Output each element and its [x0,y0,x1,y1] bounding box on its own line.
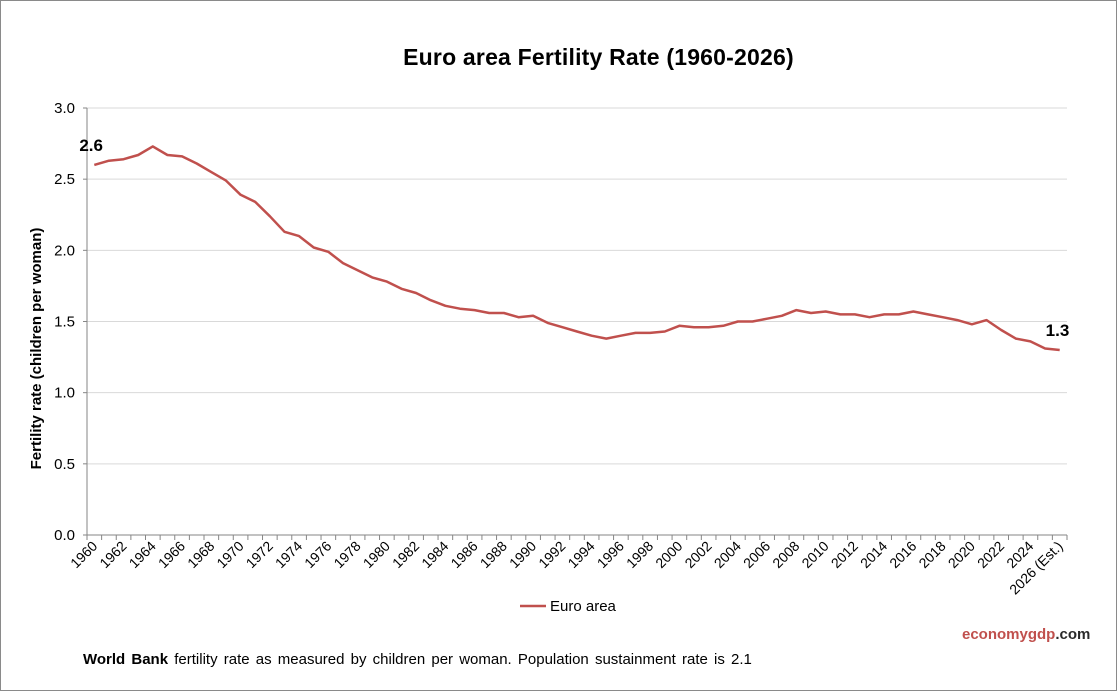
x-tick-label: 1996 [594,538,627,571]
x-tick-label: 1986 [447,538,480,571]
y-tick-label: 0.0 [54,527,75,544]
x-tick-label: 1964 [126,538,159,571]
data-label: 1.3 [1046,321,1070,340]
x-tick-label: 1978 [330,538,363,571]
footer-text: fertility rate as measured by children p… [168,651,752,668]
x-tick-label: 1998 [623,538,656,571]
x-tick-label: 2022 [974,538,1007,571]
x-tick-label: 1972 [243,538,276,571]
x-tick-label: 2008 [769,538,802,571]
x-tick-label: 1980 [360,538,393,571]
x-tick-label: 1988 [477,538,510,571]
x-tick-label: 2006 [740,538,773,571]
x-tick-label: 1976 [301,538,334,571]
y-tick-label: 1.0 [54,385,75,402]
y-tick-label: 2.0 [54,242,75,259]
chart-title: Euro area Fertility Rate (1960-2026) [403,44,794,70]
x-tick-label: 1994 [564,538,597,571]
x-tick-label: 2000 [652,538,685,571]
x-tick-label: 1992 [535,538,568,571]
x-tick-label: 2002 [681,538,714,571]
x-tick-label: 1968 [184,538,217,571]
x-tick-label: 1990 [506,538,539,571]
x-tick-label: 1984 [418,538,451,571]
y-tick-label: 3.0 [54,100,75,117]
x-tick-label: 1974 [272,538,305,571]
y-tick-label: 1.5 [54,314,75,331]
y-tick-label: 0.5 [54,456,75,473]
footer-note: World Bank fertility rate as measured by… [83,651,752,668]
legend-label: Euro area [550,598,617,615]
y-tick-label: 2.5 [54,171,75,188]
x-tick-label: 2004 [711,538,744,571]
x-tick-label: 1982 [389,538,422,571]
series-line-euro-area [93,145,1060,352]
x-tick-label: 1962 [96,538,129,571]
y-axis-label: Fertility rate (children per woman) [28,228,45,470]
x-tick-label: 2014 [857,538,890,571]
x-tick-label: 2010 [798,538,831,571]
x-tick-label: 2016 [886,538,919,571]
x-tick-label: 2018 [915,538,948,571]
x-tick-label: 2020 [945,538,978,571]
x-tick-label: 2012 [828,538,861,571]
brand-watermark: economygdp.com [962,626,1091,643]
x-tick-label: 1970 [213,538,246,571]
x-tick-label: 1966 [155,538,188,571]
footer-source: World Bank [83,651,169,668]
data-label: 2.6 [79,136,103,155]
